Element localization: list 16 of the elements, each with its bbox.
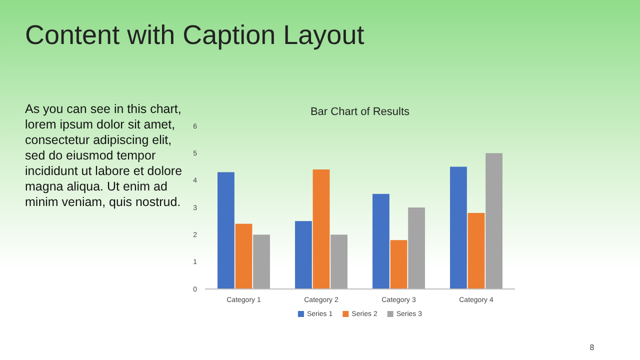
bar	[390, 240, 408, 289]
bar	[372, 194, 390, 289]
bar	[450, 166, 467, 289]
bar	[235, 224, 252, 289]
bar	[312, 169, 330, 289]
bar	[468, 212, 485, 289]
text: Content with Caption Layout	[25, 20, 365, 50]
bar	[486, 153, 502, 289]
text: 8	[590, 343, 595, 352]
bar	[218, 172, 234, 289]
chart-title: Bar Chart of Results	[310, 106, 410, 118]
bar	[408, 208, 425, 289]
bar	[295, 221, 312, 289]
text: As you can see in this chart, lorem ipsum dolor sit amet, consectetur adipiscing elit, sed do eiusmod tempor incididunt ut labore et dolore magna aliqua. Ut enim ad minim veniam, quis nostrud.	[25, 102, 182, 209]
bar	[253, 234, 270, 289]
bar	[330, 234, 348, 289]
